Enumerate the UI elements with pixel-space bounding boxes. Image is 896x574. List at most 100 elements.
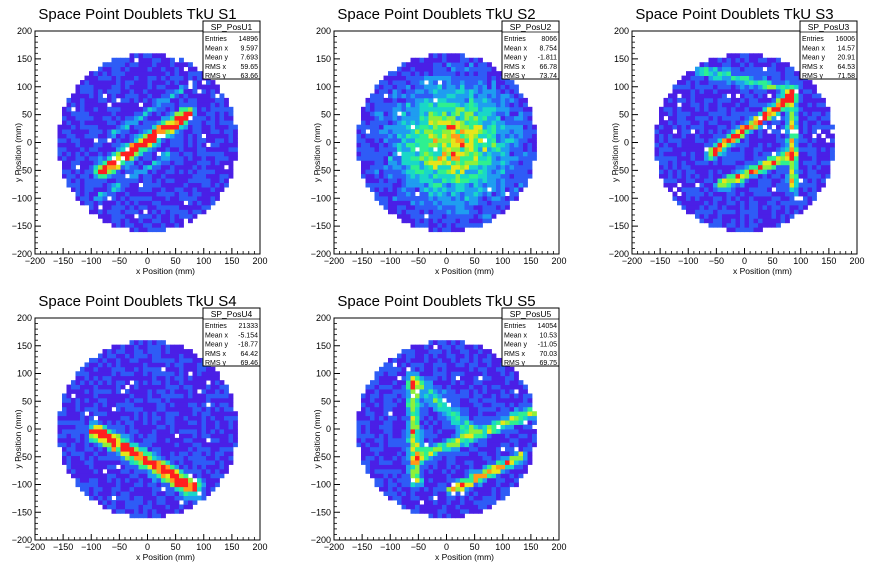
heatmap-cell [482, 191, 488, 197]
heatmap-cell [170, 353, 175, 359]
heatmap-cell [451, 66, 456, 72]
heatmap-cell [138, 460, 144, 465]
heatmap-cell [437, 182, 443, 188]
heatmap-cell [780, 80, 786, 85]
heatmap-cell [374, 93, 380, 99]
heatmap-cell [219, 102, 225, 108]
heatmap-cell [125, 437, 130, 443]
heatmap-cell [753, 196, 759, 201]
heatmap-cell [98, 178, 103, 184]
heatmap-cell [188, 178, 193, 184]
heatmap-cell [455, 187, 461, 192]
heatmap-cell [111, 411, 117, 417]
heatmap-cell [740, 164, 745, 170]
heatmap-cell [397, 209, 402, 215]
heatmap-cell [415, 142, 420, 148]
heatmap-cell [455, 120, 461, 126]
heatmap-cell [170, 482, 175, 488]
heatmap-cell [713, 155, 718, 161]
y-tick-label: 150 [316, 54, 331, 64]
heatmap-cell [410, 209, 416, 215]
heatmap-cell [98, 460, 103, 465]
heatmap-cell [147, 75, 153, 81]
heatmap-cell [93, 80, 99, 85]
heatmap-cell [473, 120, 479, 126]
heatmap-cell [762, 213, 768, 219]
heatmap-cell [708, 213, 714, 219]
heatmap-cell [744, 155, 750, 161]
heatmap-cell [410, 80, 416, 85]
heatmap-cell [789, 142, 795, 148]
heatmap-cell [487, 204, 492, 210]
heatmap-cell [455, 200, 461, 206]
heatmap-cell [767, 164, 772, 170]
heatmap-cell [156, 353, 162, 359]
heatmap-cell [379, 146, 384, 152]
heatmap-cell [460, 218, 465, 224]
heatmap-cell [125, 191, 130, 197]
heatmap-cell [758, 129, 763, 134]
heatmap-cell [165, 151, 171, 157]
heatmap-cell [84, 187, 90, 192]
heatmap-cell [71, 120, 76, 126]
heatmap-cell [361, 133, 366, 139]
heatmap-cell [129, 402, 135, 408]
heatmap-cell [98, 389, 103, 394]
heatmap-cell [722, 88, 727, 94]
heatmap-cell [527, 120, 533, 126]
heatmap-cell [500, 164, 506, 170]
heatmap-cell [383, 120, 389, 126]
heatmap-cell [478, 124, 483, 130]
heatmap-cell [415, 93, 420, 99]
heatmap-cell [478, 120, 483, 126]
heatmap-cell [138, 366, 144, 372]
stats-name: SP_PosU2 [510, 22, 552, 32]
heatmap-cell [419, 88, 425, 94]
heatmap-cell [224, 129, 229, 134]
heatmap-cell [129, 200, 135, 206]
heatmap-cell [428, 106, 434, 112]
heatmap-cell [192, 151, 198, 157]
heatmap-cell [785, 204, 790, 210]
heatmap-cell [80, 93, 85, 99]
heatmap-cell [744, 222, 750, 228]
heatmap-cell [825, 146, 831, 152]
heatmap-cell [749, 66, 754, 72]
heatmap-cell [821, 164, 826, 170]
heatmap-cell [794, 151, 799, 157]
heatmap-cell [224, 155, 229, 161]
heatmap-cell [111, 111, 117, 117]
heatmap-cell [442, 53, 447, 59]
heatmap-cell [473, 218, 479, 224]
heatmap-cell [460, 120, 465, 126]
heatmap-cell [749, 151, 754, 157]
heatmap-cell [233, 146, 238, 152]
heatmap-cell [156, 340, 162, 346]
heatmap-cell [401, 106, 407, 112]
heatmap-cell [713, 93, 718, 99]
heatmap-cell [659, 151, 664, 157]
heatmap-cell [89, 451, 94, 457]
heatmap-cell [179, 362, 184, 368]
heatmap-cell [129, 349, 135, 354]
heatmap-cell [174, 146, 180, 152]
heatmap-cell [107, 366, 112, 372]
heatmap-cell [192, 173, 198, 179]
heatmap-cell [704, 178, 709, 184]
heatmap-cell [188, 120, 193, 126]
heatmap-cell [125, 477, 130, 483]
heatmap-cell [749, 120, 754, 126]
heatmap-cell [518, 133, 524, 139]
heatmap-cell [410, 213, 416, 219]
heatmap-cell [758, 133, 763, 139]
heatmap-cell [125, 222, 130, 228]
heatmap-cell [102, 366, 108, 372]
heatmap-cell [165, 464, 171, 470]
heatmap-cell [129, 71, 135, 76]
heatmap-cell [165, 178, 171, 184]
heatmap-cell [428, 80, 434, 85]
heatmap-cell [428, 124, 434, 130]
heatmap-cell [469, 173, 474, 179]
heatmap-cell [84, 160, 90, 166]
heatmap-cell [161, 106, 166, 112]
